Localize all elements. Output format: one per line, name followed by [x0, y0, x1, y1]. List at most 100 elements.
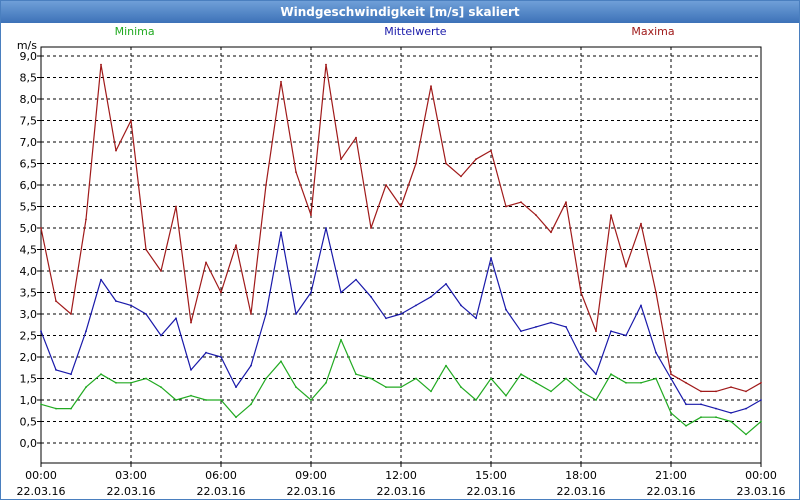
x-tick-date: 22.03.16 — [107, 485, 156, 498]
data-point-mittelwerte — [535, 326, 537, 328]
y-tick-label: 1,0 — [20, 394, 38, 407]
y-tick-label: 7,5 — [20, 115, 38, 128]
data-point-mittelwerte — [595, 373, 597, 376]
data-point-mittelwerte — [115, 300, 117, 302]
y-tick-label: 6,5 — [20, 158, 38, 171]
data-point-maxima — [640, 222, 642, 225]
data-point-minima — [520, 373, 522, 376]
data-point-minima — [220, 399, 222, 401]
data-point-minima — [715, 416, 717, 419]
data-point-minima — [370, 377, 372, 380]
data-point-minima — [730, 420, 732, 423]
data-point-maxima — [355, 136, 357, 139]
data-point-mittelwerte — [130, 304, 132, 307]
data-point-maxima — [160, 270, 162, 272]
data-point-maxima — [565, 201, 567, 204]
x-tick-date: 22.03.16 — [287, 485, 336, 498]
data-point-minima — [310, 399, 312, 401]
data-point-maxima — [265, 184, 267, 186]
data-point-mittelwerte — [580, 356, 582, 358]
legend-entry-maxima: Maxima — [631, 25, 674, 38]
x-tick-date: 22.03.16 — [647, 485, 696, 498]
data-point-minima — [295, 386, 297, 388]
data-point-mittelwerte — [445, 283, 447, 285]
y-tick-label: 4,5 — [20, 244, 38, 257]
data-point-minima — [40, 403, 42, 406]
data-point-minima — [760, 420, 762, 423]
y-tick-label: 3,0 — [20, 308, 38, 321]
data-point-minima — [85, 386, 87, 388]
data-point-maxima — [70, 313, 72, 315]
y-tick-label: 2,5 — [20, 330, 38, 343]
data-point-mittelwerte — [550, 321, 552, 324]
data-point-mittelwerte — [160, 334, 162, 337]
data-point-mittelwerte — [460, 304, 462, 307]
y-tick-label: 1,5 — [20, 373, 38, 386]
data-point-mittelwerte — [655, 351, 657, 354]
x-tick-time: 21:00 — [655, 469, 687, 482]
data-point-mittelwerte — [295, 313, 297, 315]
data-point-maxima — [700, 390, 702, 393]
data-point-mittelwerte — [235, 386, 237, 388]
y-tick-label: 4,0 — [20, 265, 38, 278]
data-point-minima — [670, 412, 672, 414]
plot-frame — [40, 46, 762, 464]
x-tick-date: 23.03.16 — [737, 485, 786, 498]
data-point-minima — [265, 377, 267, 380]
data-point-minima — [550, 390, 552, 393]
data-point-maxima — [445, 162, 447, 165]
data-point-maxima — [730, 386, 732, 388]
data-point-minima — [175, 399, 177, 401]
data-point-mittelwerte — [610, 330, 612, 333]
data-point-maxima — [505, 205, 507, 208]
legend-entry-mittelwerte: Mittelwerte — [384, 25, 447, 38]
data-point-minima — [145, 377, 147, 380]
data-point-mittelwerte — [310, 291, 312, 294]
data-point-minima — [355, 373, 357, 376]
y-tick-label: 0,5 — [20, 416, 38, 429]
data-point-maxima — [340, 158, 342, 161]
data-point-maxima — [190, 321, 192, 324]
data-point-minima — [55, 407, 57, 410]
data-point-minima — [400, 386, 402, 388]
data-point-mittelwerte — [625, 334, 627, 337]
y-tick-label: 6,0 — [20, 179, 38, 192]
data-point-maxima — [145, 248, 147, 251]
x-tick-time: 09:00 — [295, 469, 327, 482]
data-point-mittelwerte — [415, 304, 417, 307]
y-tick-label: 7,0 — [20, 136, 38, 149]
data-point-mittelwerte — [700, 403, 702, 406]
data-point-mittelwerte — [670, 377, 672, 380]
data-point-mittelwerte — [505, 308, 507, 311]
x-tick-time: 00:00 — [745, 469, 777, 482]
data-point-mittelwerte — [250, 364, 252, 367]
data-point-minima — [700, 416, 702, 419]
data-point-minima — [430, 390, 432, 393]
data-point-mittelwerte — [430, 295, 432, 298]
data-point-mittelwerte — [220, 356, 222, 358]
data-point-maxima — [130, 119, 132, 122]
data-point-mittelwerte — [715, 407, 717, 410]
data-point-minima — [580, 390, 582, 393]
data-point-maxima — [745, 390, 747, 393]
data-point-maxima — [205, 261, 207, 264]
data-point-mittelwerte — [745, 407, 747, 410]
y-tick-label: 0,0 — [20, 437, 38, 450]
x-tick-date: 22.03.16 — [17, 485, 66, 498]
data-point-maxima — [115, 149, 117, 152]
data-point-mittelwerte — [205, 351, 207, 354]
data-point-minima — [280, 360, 282, 363]
data-point-maxima — [685, 381, 687, 384]
data-point-minima — [250, 403, 252, 406]
data-point-minima — [100, 373, 102, 376]
data-point-minima — [340, 338, 342, 341]
data-point-mittelwerte — [280, 231, 282, 234]
x-tick-time: 03:00 — [115, 469, 147, 482]
y-tick-label: 2,0 — [20, 351, 38, 364]
data-point-mittelwerte — [475, 317, 477, 320]
data-point-minima — [535, 381, 537, 384]
data-point-maxima — [100, 63, 102, 66]
y-tick-label: 9,0 — [20, 50, 38, 63]
data-point-mittelwerte — [400, 313, 402, 315]
x-tick-time: 00:00 — [25, 469, 57, 482]
